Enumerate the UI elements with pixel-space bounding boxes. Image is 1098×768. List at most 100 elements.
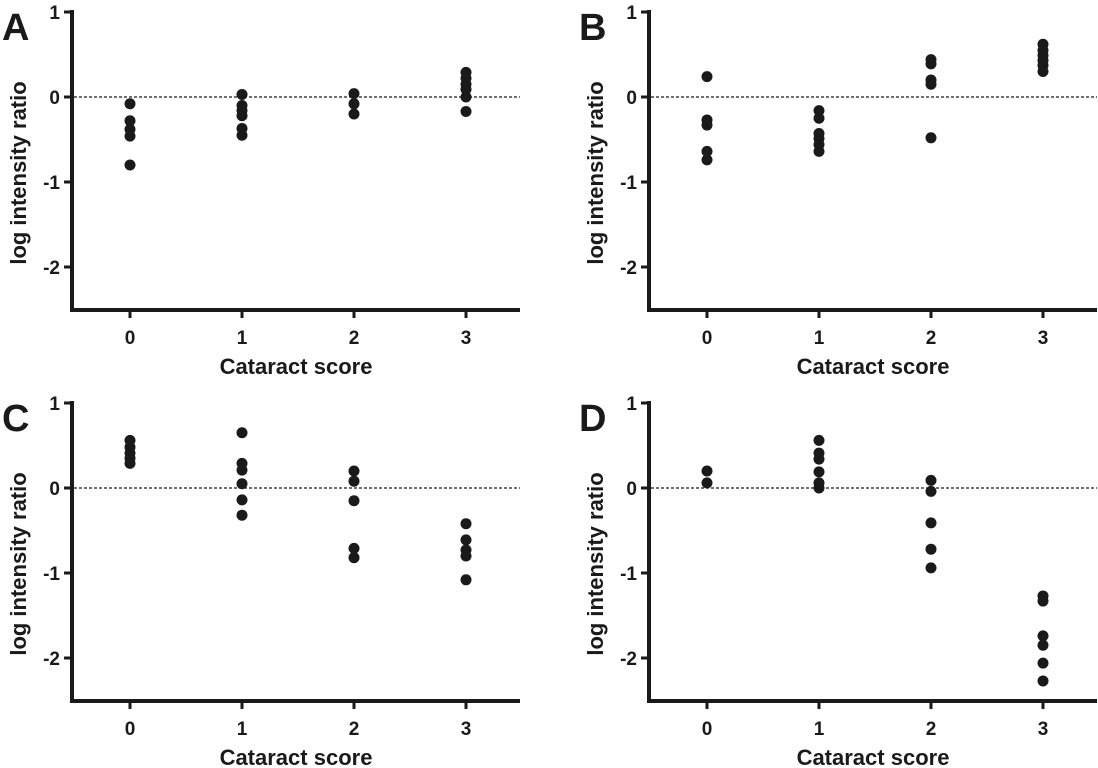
x-axis-title: Cataract score xyxy=(797,354,950,379)
y-tick-label: -1 xyxy=(620,173,637,194)
y-axis-title: log intensity ratio xyxy=(6,81,31,264)
data-point xyxy=(925,58,937,70)
x-tick-label: 1 xyxy=(237,328,248,349)
data-point xyxy=(348,108,360,120)
y-tick-label: -2 xyxy=(620,258,637,279)
data-point xyxy=(460,105,472,117)
y-tick-label: -1 xyxy=(620,564,637,585)
y-tick-label: -1 xyxy=(43,173,60,194)
x-tick-label: 3 xyxy=(1038,328,1049,349)
y-tick-label: -2 xyxy=(43,649,60,670)
y-tick-label: 0 xyxy=(49,479,60,500)
data-point xyxy=(236,509,248,521)
data-point xyxy=(813,466,825,478)
data-point xyxy=(460,518,472,530)
y-axis-title: log intensity ratio xyxy=(583,81,608,264)
data-point xyxy=(925,562,937,574)
y-axis-title: log intensity ratio xyxy=(583,472,608,655)
data-point xyxy=(925,78,937,90)
data-point xyxy=(124,115,136,127)
data-point xyxy=(925,474,937,486)
data-point xyxy=(925,132,937,144)
data-point xyxy=(236,427,248,439)
data-point xyxy=(236,129,248,141)
x-tick-label: 0 xyxy=(125,719,136,740)
data-point xyxy=(925,517,937,529)
y-tick-label: 1 xyxy=(49,394,60,415)
data-point xyxy=(348,88,360,100)
x-tick-label: 0 xyxy=(702,328,713,349)
y-tick-label: 1 xyxy=(626,394,637,415)
data-point xyxy=(1037,595,1049,607)
data-point xyxy=(813,105,825,117)
y-tick-label: -2 xyxy=(43,258,60,279)
data-point xyxy=(925,485,937,497)
data-point xyxy=(813,112,825,124)
data-point xyxy=(460,534,472,546)
data-point xyxy=(124,98,136,110)
data-point xyxy=(1037,630,1049,642)
y-tick-label: 0 xyxy=(626,479,637,500)
x-axis-title: Cataract score xyxy=(220,354,373,379)
y-tick-label: 1 xyxy=(626,3,637,24)
data-point xyxy=(701,477,713,489)
data-point xyxy=(236,478,248,490)
data-point xyxy=(460,550,472,562)
data-point xyxy=(236,110,248,122)
data-point xyxy=(236,88,248,100)
data-point xyxy=(925,543,937,555)
x-tick-label: 0 xyxy=(125,328,136,349)
x-tick-label: 0 xyxy=(702,719,713,740)
data-point xyxy=(348,465,360,477)
data-point xyxy=(348,475,360,487)
panel-label: A xyxy=(2,7,29,49)
x-tick-label: 1 xyxy=(237,719,248,740)
x-tick-label: 3 xyxy=(1038,719,1049,740)
data-point xyxy=(701,465,713,477)
data-point xyxy=(236,494,248,506)
y-tick-label: 0 xyxy=(626,88,637,109)
data-point xyxy=(1037,657,1049,669)
x-tick-label: 1 xyxy=(814,328,825,349)
y-tick-label: -2 xyxy=(620,649,637,670)
data-point xyxy=(813,482,825,494)
data-point xyxy=(1037,639,1049,651)
y-tick-label: 1 xyxy=(49,3,60,24)
x-axis-title: Cataract score xyxy=(797,745,950,768)
data-point xyxy=(348,495,360,507)
y-tick-label: 0 xyxy=(49,88,60,109)
data-point xyxy=(813,145,825,157)
x-tick-label: 3 xyxy=(461,328,472,349)
data-point xyxy=(701,145,713,157)
data-point xyxy=(348,542,360,554)
data-point xyxy=(460,83,472,95)
y-tick-label: -1 xyxy=(43,564,60,585)
panel-label: D xyxy=(579,398,606,440)
panel-label: B xyxy=(579,7,606,49)
data-point xyxy=(236,464,248,476)
data-point xyxy=(701,154,713,166)
data-point xyxy=(701,71,713,83)
data-point xyxy=(460,91,472,103)
x-tick-label: 2 xyxy=(926,328,937,349)
x-axis-title: Cataract score xyxy=(220,745,373,768)
x-tick-label: 3 xyxy=(461,719,472,740)
data-point xyxy=(124,457,136,469)
data-point xyxy=(460,574,472,586)
data-point xyxy=(348,552,360,564)
x-tick-label: 1 xyxy=(814,719,825,740)
data-point xyxy=(1037,675,1049,687)
data-point xyxy=(701,119,713,131)
data-point xyxy=(348,98,360,110)
data-point xyxy=(1037,66,1049,77)
panel-label: C xyxy=(2,398,29,440)
data-point xyxy=(124,159,136,171)
x-tick-label: 2 xyxy=(926,719,937,740)
data-point xyxy=(813,453,825,465)
x-tick-label: 2 xyxy=(349,328,360,349)
